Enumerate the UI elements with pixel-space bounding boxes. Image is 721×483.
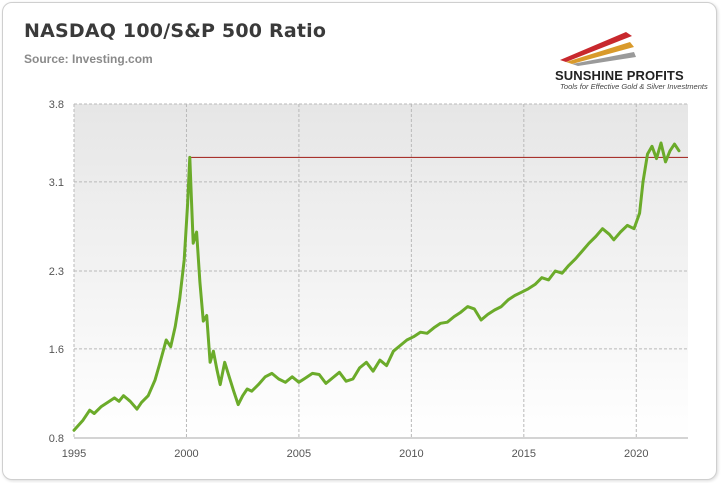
y-tick-label: 3.1: [49, 177, 64, 189]
x-tick-label: 2005: [287, 448, 311, 460]
y-tick-label: 2.3: [49, 266, 64, 278]
x-tick-label: 2000: [174, 448, 198, 460]
y-tick-label: 0.8: [49, 433, 64, 445]
y-tick-label: 1.6: [49, 344, 64, 356]
logo-ray-red: [560, 32, 632, 62]
logo-ray-gold: [566, 42, 634, 64]
x-tick-label: 1995: [62, 448, 86, 460]
logo-ray-gray: [572, 52, 636, 66]
y-axis-ticks: 0.8 1.6 2.3 3.1 3.8: [49, 99, 64, 445]
series-line-ratio: [72, 141, 681, 432]
x-tick-label: 2020: [624, 448, 648, 460]
x-tick-label: 2015: [512, 448, 536, 460]
chart-source: Source: Investing.com: [24, 52, 153, 66]
chart-title: NASDAQ 100/S&P 500 Ratio: [24, 20, 327, 42]
x-axis-ticks: 1995 2000 2005 2010 2015 2020: [62, 448, 649, 460]
series-group: [72, 141, 688, 432]
logo-tagline: Tools for Effective Gold & Silver Invest…: [560, 82, 708, 91]
logo-name: SUNSHINE PROFITS: [555, 68, 684, 83]
sunshine-profits-logo-icon: [560, 32, 636, 66]
y-tick-label: 3.8: [49, 99, 64, 111]
x-tick-label: 2010: [399, 448, 423, 460]
